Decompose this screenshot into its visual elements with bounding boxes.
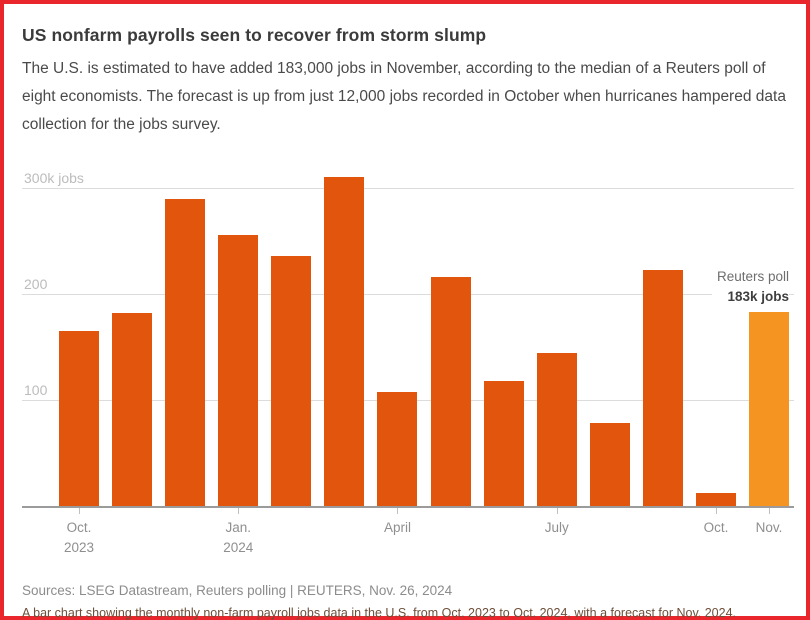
x-axis-tick [556,508,558,514]
x-axis-tick [238,508,240,514]
x-axis-labels: Oct. 2023 Jan. 2024 April July Oct. Nov. [22,506,794,568]
y-axis-label-100: 100 [24,382,48,399]
y-axis-label-200: 200 [24,276,48,293]
plot-area: Reuters poll 183k jobs 100 200 300k jobs [22,169,794,508]
bar-dec-2023 [165,198,206,506]
x-axis-label-oct: Oct. [703,520,729,535]
page-content: US nonfarm payrolls seen to recover from… [4,25,806,620]
chart-title: US nonfarm payrolls seen to recover from… [22,25,487,45]
x-axis-label-oct: Oct. 2023 [63,520,95,555]
x-axis-label-nov: Nov. [755,520,783,535]
x-axis-tick [397,508,399,514]
gridline-300 [22,188,794,190]
sources-line: Sources: LSEG Datastream, Reuters pollin… [22,583,453,598]
bar-jan-2024 [218,234,259,506]
x-axis-tick [715,508,717,514]
bar-aug-2024 [589,423,630,506]
x-axis-label-april: April [383,520,411,535]
y-axis-label-300: 300k jobs [24,170,84,187]
x-axis-label-july: July [544,520,569,535]
forecast-annotation: Reuters poll 183k jobs [711,267,789,307]
bar-may-2024 [430,277,471,506]
bar-mar-2024 [324,177,365,506]
x-axis-tick [79,508,80,514]
chart-subtitle: The U.S. is estimated to have added 183,… [22,60,786,133]
bar-jun-2024 [483,380,524,506]
bar-feb-2024 [271,255,312,506]
x-axis-line [22,506,794,508]
forecast-annotation-value: 183k jobs [727,289,789,304]
bar-forecast-nov-2024 [749,312,790,506]
bar-jul-2024 [536,353,577,506]
bar-sep-2024 [642,269,683,506]
gridline-200 [22,294,794,296]
bar-oct-2024 [695,493,736,506]
x-axis-tick [769,508,771,514]
x-axis-label-jan: Jan. 2024 [223,520,254,555]
bar-chart: Reuters poll 183k jobs 100 200 300k jobs O… [22,169,794,568]
forecast-annotation-label: Reuters poll [716,269,789,284]
alt-text-line: A bar chart showing the monthly non-farm… [22,606,737,620]
bar-nov-2023 [112,313,153,506]
bar-oct-2023 [59,331,99,506]
bar-apr-2024 [377,391,418,506]
